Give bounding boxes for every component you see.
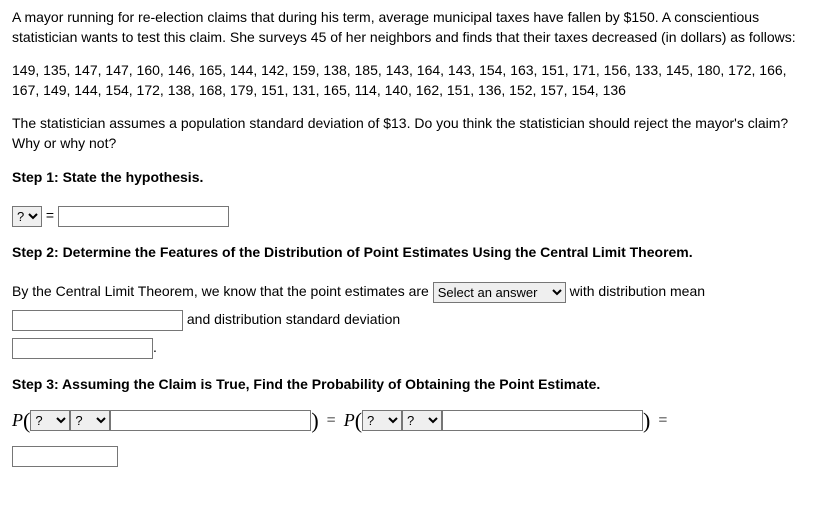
- p-symbol-2: P: [344, 408, 355, 433]
- p2-op-select[interactable]: ?: [402, 410, 442, 431]
- open-paren-2: (: [355, 410, 362, 432]
- p1-var-select[interactable]: ?: [30, 410, 70, 431]
- step2-dist-mean-label: distribution mean: [598, 283, 705, 299]
- equals-2: =: [658, 410, 667, 432]
- close-paren-1: ): [311, 410, 318, 432]
- step2-and-sd-label: and distribution standard deviation: [187, 311, 400, 327]
- intro-paragraph-1: A mayor running for re-election claims t…: [12, 8, 801, 47]
- step3-heading: Step 3: Assuming the Claim is True, Find…: [12, 375, 801, 395]
- close-paren-2: ): [643, 410, 650, 432]
- p-symbol-1: P: [12, 408, 23, 433]
- step1-heading: Step 1: State the hypothesis.: [12, 168, 801, 188]
- equals-sign: =: [46, 207, 54, 223]
- final-probability-input[interactable]: [12, 446, 118, 467]
- distribution-mean-input[interactable]: [12, 310, 183, 331]
- step2-period: .: [153, 339, 157, 355]
- step3-equation-row: P ( ? ? ) = P ( ? ? ) =: [12, 408, 801, 433]
- hypothesis-symbol-select[interactable]: ?: [12, 206, 42, 227]
- step2-with: with: [570, 283, 595, 299]
- hypothesis-value-input[interactable]: [58, 206, 229, 227]
- step2-content: By the Central Limit Theorem, we know th…: [12, 277, 801, 361]
- distribution-sd-input[interactable]: [12, 338, 153, 359]
- equals-1: =: [327, 410, 336, 432]
- p2-var-select[interactable]: ?: [362, 410, 402, 431]
- intro-paragraph-2: The statistician assumes a population st…: [12, 114, 801, 153]
- open-paren-1: (: [23, 410, 30, 432]
- distribution-type-select[interactable]: Select an answer: [433, 282, 566, 303]
- step2-heading: Step 2: Determine the Features of the Di…: [12, 243, 801, 263]
- step1-hypothesis-row: ? =: [12, 201, 801, 229]
- data-values-list: 149, 135, 147, 147, 160, 146, 165, 144, …: [12, 61, 801, 100]
- step2-text-a: By the Central Limit Theorem, we know th…: [12, 283, 429, 299]
- p2-value-input[interactable]: [442, 410, 643, 431]
- p1-op-select[interactable]: ?: [70, 410, 110, 431]
- p1-value-input[interactable]: [110, 410, 311, 431]
